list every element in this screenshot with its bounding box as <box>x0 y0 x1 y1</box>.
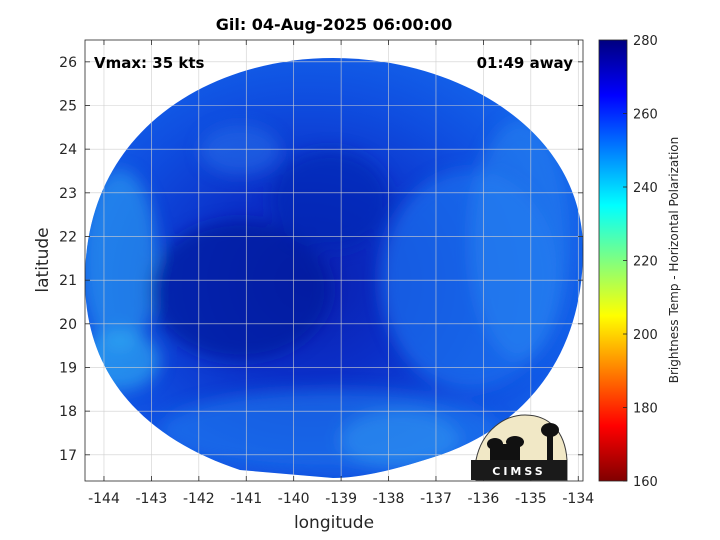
x-axis: -144 -143 -142 -141 -140 -139 -138 -137 -136 -135… <box>88 40 594 507</box>
colorbar-tick-label: 260 <box>633 108 658 123</box>
colorbar-label: Brightness Temp - Horizontal Polarizatio… <box>667 137 681 384</box>
x-tick-label: -142 <box>183 491 215 507</box>
colorbar-tick-label: 180 <box>633 402 658 417</box>
x-tick-label: -134 <box>562 491 594 507</box>
x-tick-label: -135 <box>515 491 547 507</box>
axes-box <box>84 39 584 482</box>
y-tick-label: 24 <box>59 142 77 158</box>
y-tick-label: 19 <box>59 360 77 376</box>
colorbar-tick-label: 200 <box>633 328 658 343</box>
colorbar-tick-label: 220 <box>633 255 658 270</box>
y-axis-label: latitude <box>33 227 53 292</box>
chart-title: Gil: 04-Aug-2025 06:00:00 <box>216 15 453 34</box>
logo-text: CIMSS <box>492 465 545 478</box>
colorbar-tick-label: 240 <box>633 181 658 196</box>
colorbar-gradient <box>598 39 628 482</box>
x-tick-label: -138 <box>373 491 405 507</box>
colorbar: 160 180 200 220 240 260 280 Brightness Temp - … <box>598 34 681 490</box>
vmax-annotation: Vmax: 35 kts <box>94 54 204 72</box>
y-tick-label: 25 <box>59 98 77 114</box>
y-tick-label: 17 <box>59 448 77 464</box>
x-tick-label: -144 <box>88 491 120 507</box>
swath-image <box>85 58 583 478</box>
x-tick-label: -136 <box>468 491 500 507</box>
y-tick-label: 18 <box>59 404 77 420</box>
grid <box>85 40 583 481</box>
y-tick-label: 20 <box>59 317 77 333</box>
x-tick-label: -137 <box>420 491 452 507</box>
x-tick-label: -143 <box>136 491 168 507</box>
cimss-logo: CIMSS <box>471 414 568 481</box>
x-tick-label: -141 <box>230 491 262 507</box>
time-away-annotation: 01:49 away <box>477 54 574 72</box>
colorbar-tick-label: 280 <box>633 34 658 49</box>
y-axis: 17 18 19 20 21 22 23 24 25 26 <box>59 55 583 464</box>
y-tick-label: 23 <box>59 186 77 202</box>
x-axis-label: longitude <box>294 513 374 533</box>
x-tick-label: -140 <box>278 491 310 507</box>
x-tick-label: -139 <box>325 491 357 507</box>
colorbar-tick-label: 160 <box>633 475 658 490</box>
y-tick-label: 26 <box>59 55 77 71</box>
y-tick-label: 22 <box>59 229 77 245</box>
y-tick-label: 21 <box>59 273 77 289</box>
